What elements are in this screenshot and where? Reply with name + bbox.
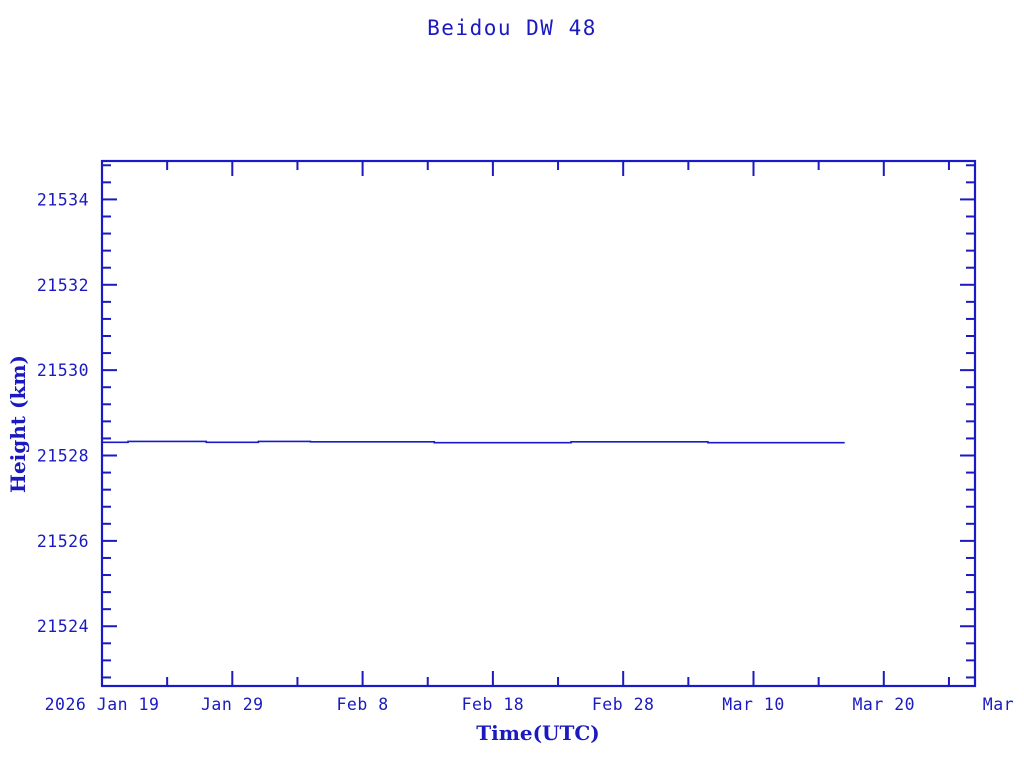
chart-title: Beidou DW 48	[427, 16, 597, 40]
x-tick-label: Mar 30	[983, 695, 1024, 714]
y-tick-label: 21528	[37, 447, 89, 466]
y-axis-label: Height (km)	[6, 355, 30, 493]
y-tick-label: 21524	[37, 617, 89, 636]
x-tick-label: Mar 10	[722, 695, 785, 714]
plot-frame	[100, 159, 977, 688]
y-axis-tick-labels: 21534 21532 21530 21528 21526 21524	[37, 190, 89, 636]
y-tick-label: 21526	[37, 532, 89, 551]
y-tick-label: 21534	[37, 190, 89, 209]
x-tick-label: Feb 28	[592, 695, 655, 714]
x-axis-ticks	[101, 161, 950, 686]
x-tick-label: Feb 8	[337, 695, 389, 714]
x-axis-tick-labels: 2026 Jan 19 Jan 29 Feb 8 Feb 18 Feb 28 Mar 10…	[45, 695, 1024, 714]
series-polyline	[101, 440, 845, 444]
y-tick-label: 21530	[37, 361, 89, 380]
x-tick-label: Feb 18	[462, 695, 525, 714]
y-axis-ticks	[102, 164, 975, 679]
x-tick-label: Mar 20	[852, 695, 915, 714]
x-tick-label: 2026 Jan 19	[45, 695, 160, 714]
x-axis-label: Time(UTC)	[476, 721, 600, 745]
data-series-line	[101, 440, 845, 444]
x-tick-label: Jan 29	[201, 695, 264, 714]
y-tick-label: 21532	[37, 276, 89, 295]
